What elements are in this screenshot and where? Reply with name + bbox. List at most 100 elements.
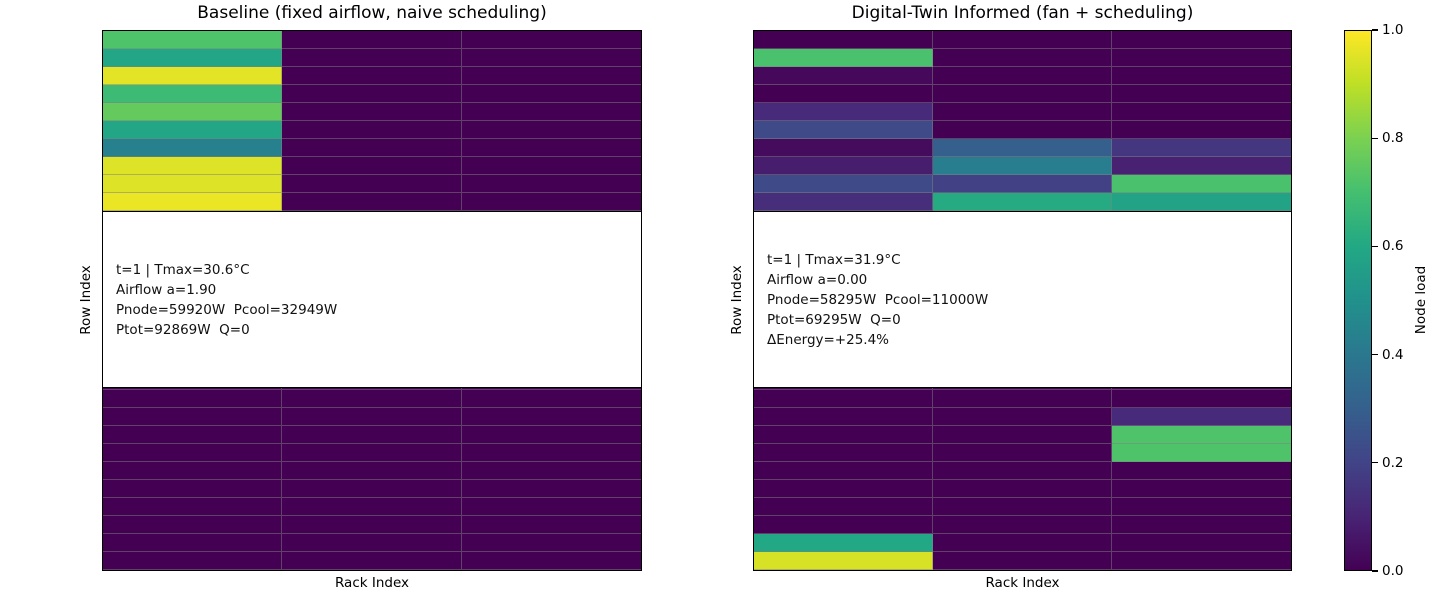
heatmap-cell: [754, 462, 933, 481]
heatmap-cell: [1112, 174, 1291, 193]
heatmap-cell: [754, 516, 933, 535]
heatmap-cell: [933, 102, 1112, 121]
heatmap-cell: [103, 534, 283, 553]
heatmap-cell: [754, 120, 933, 139]
colorbar: [1344, 30, 1372, 571]
heatmap-cell: [1112, 480, 1291, 499]
heatmap-cell: [933, 390, 1112, 409]
heatmap-cell: [1112, 552, 1291, 570]
heatmap-cell: [461, 390, 641, 409]
heatmap-cell: [103, 156, 283, 175]
heatmap-cell: [282, 426, 462, 445]
heatmap-cell: [282, 516, 462, 535]
heatmap-cell: [754, 534, 933, 553]
heatmap-cell: [754, 480, 933, 499]
heatmap-cell: [103, 138, 283, 157]
heatmap-cell: [103, 462, 283, 481]
heatmap-cell: [933, 552, 1112, 570]
heatmap-cell: [282, 102, 462, 121]
heatmap-cell: [754, 408, 933, 427]
heatmap-cell: [282, 480, 462, 499]
heatmap-cell: [1112, 31, 1291, 49]
heatmap-cell: [282, 138, 462, 157]
heatmap-cell: [282, 174, 462, 193]
heatmap-cell: [103, 426, 283, 445]
heatmap-cell: [103, 444, 283, 463]
annotation-text-0: t=1 | Tmax=30.6°C Airflow a=1.90 Pnode=599…: [103, 260, 337, 340]
heatmap-cell: [282, 552, 462, 570]
colorbar-tick-label: 0.2: [1382, 454, 1404, 471]
heatmap-cell: [461, 444, 641, 463]
panel-title-twin: Digital-Twin Informed (fan + scheduling): [851, 3, 1194, 23]
heatmap-cell: [933, 408, 1112, 427]
heatmap-cell: [1112, 462, 1291, 481]
heatmap-cell: [461, 31, 641, 49]
heatmap-cell: [103, 516, 283, 535]
panel-title-baseline: Baseline (fixed airflow, naive schedulin…: [197, 3, 547, 23]
heatmap-cell: [754, 390, 933, 409]
heatmap-cell: [461, 426, 641, 445]
heatmap-twin: t=1 | Tmax=31.9°C Airflow a=0.00 Pnode=582…: [753, 30, 1292, 571]
annotation-line: Airflow a=1.90: [116, 281, 217, 298]
heatmap-cell: [461, 552, 641, 570]
heatmap-cell: [933, 516, 1112, 535]
heatmap-cell: [754, 138, 933, 157]
annotation-line: Pnode=58295W Pcool=11000W: [767, 291, 989, 308]
heatmap-cell: [103, 480, 283, 499]
heatmap-baseline: t=1 | Tmax=30.6°C Airflow a=1.90 Pnode=599…: [102, 30, 642, 571]
annotation-line: Ptot=69295W Q=0: [767, 311, 901, 328]
heatmap-cell: [933, 426, 1112, 445]
heatmap-cell: [933, 66, 1112, 85]
heatmap-cell: [103, 192, 283, 211]
heatmap-cell: [1112, 66, 1291, 85]
annotation-text-1: t=1 | Tmax=31.9°C Airflow a=0.00 Pnode=582…: [754, 250, 988, 350]
heatmap-cell: [754, 48, 933, 67]
heatmap-cell: [282, 498, 462, 517]
x-axis-label-twin: Rack Index: [985, 575, 1060, 591]
annotation-box-baseline: t=1 | Tmax=30.6°C Airflow a=1.90 Pnode=599…: [102, 211, 642, 388]
colorbar-tick-mark: [1372, 570, 1378, 572]
heatmap-cell: [103, 390, 283, 409]
heatmap-cell: [1112, 138, 1291, 157]
heatmap-cell: [103, 31, 283, 49]
heatmap-cell: [461, 516, 641, 535]
heatmap-cell: [282, 66, 462, 85]
heatmap-cell: [933, 84, 1112, 103]
heatmap-cell: [1112, 534, 1291, 553]
heatmap-cell: [1112, 390, 1291, 409]
heatmap-cell: [282, 444, 462, 463]
heatmap-cell: [1112, 444, 1291, 463]
heatmap-cell: [461, 102, 641, 121]
heatmap-cell: [933, 498, 1112, 517]
heatmap-cell: [1112, 192, 1291, 211]
heatmap-cell: [461, 174, 641, 193]
heatmap-cell: [754, 426, 933, 445]
colorbar-gradient: [1345, 31, 1371, 570]
heatmap-cell: [282, 408, 462, 427]
heatmap-cell: [1112, 84, 1291, 103]
heatmap-cell: [282, 31, 462, 49]
heatmap-cell: [103, 84, 283, 103]
heatmap-cell: [754, 102, 933, 121]
y-axis-label-baseline: Row Index: [78, 265, 94, 335]
colorbar-tick-mark: [1372, 353, 1378, 356]
heatmap-cell: [1112, 408, 1291, 427]
heatmap-cell: [461, 408, 641, 427]
heatmap-cell: [754, 498, 933, 517]
heatmap-cell: [282, 156, 462, 175]
heatmap-cell: [461, 534, 641, 553]
heatmap-cell: [461, 120, 641, 139]
colorbar-tick-label: 0.0: [1382, 563, 1404, 579]
heatmap-cell: [933, 192, 1112, 211]
heatmap-cell: [933, 480, 1112, 499]
annotation-line: t=1 | Tmax=31.9°C: [767, 251, 901, 268]
annotation-line: Airflow a=0.00: [767, 271, 868, 288]
heatmap-cell: [103, 498, 283, 517]
heatmap-cell: [461, 66, 641, 85]
heatmap-cell: [461, 462, 641, 481]
colorbar-tick-label: 0.4: [1382, 346, 1404, 363]
annotation-line: Ptot=92869W Q=0: [116, 321, 250, 338]
y-axis-label-twin: Row Index: [729, 265, 745, 335]
annotation-box-twin: t=1 | Tmax=31.9°C Airflow a=0.00 Pnode=582…: [753, 211, 1292, 388]
